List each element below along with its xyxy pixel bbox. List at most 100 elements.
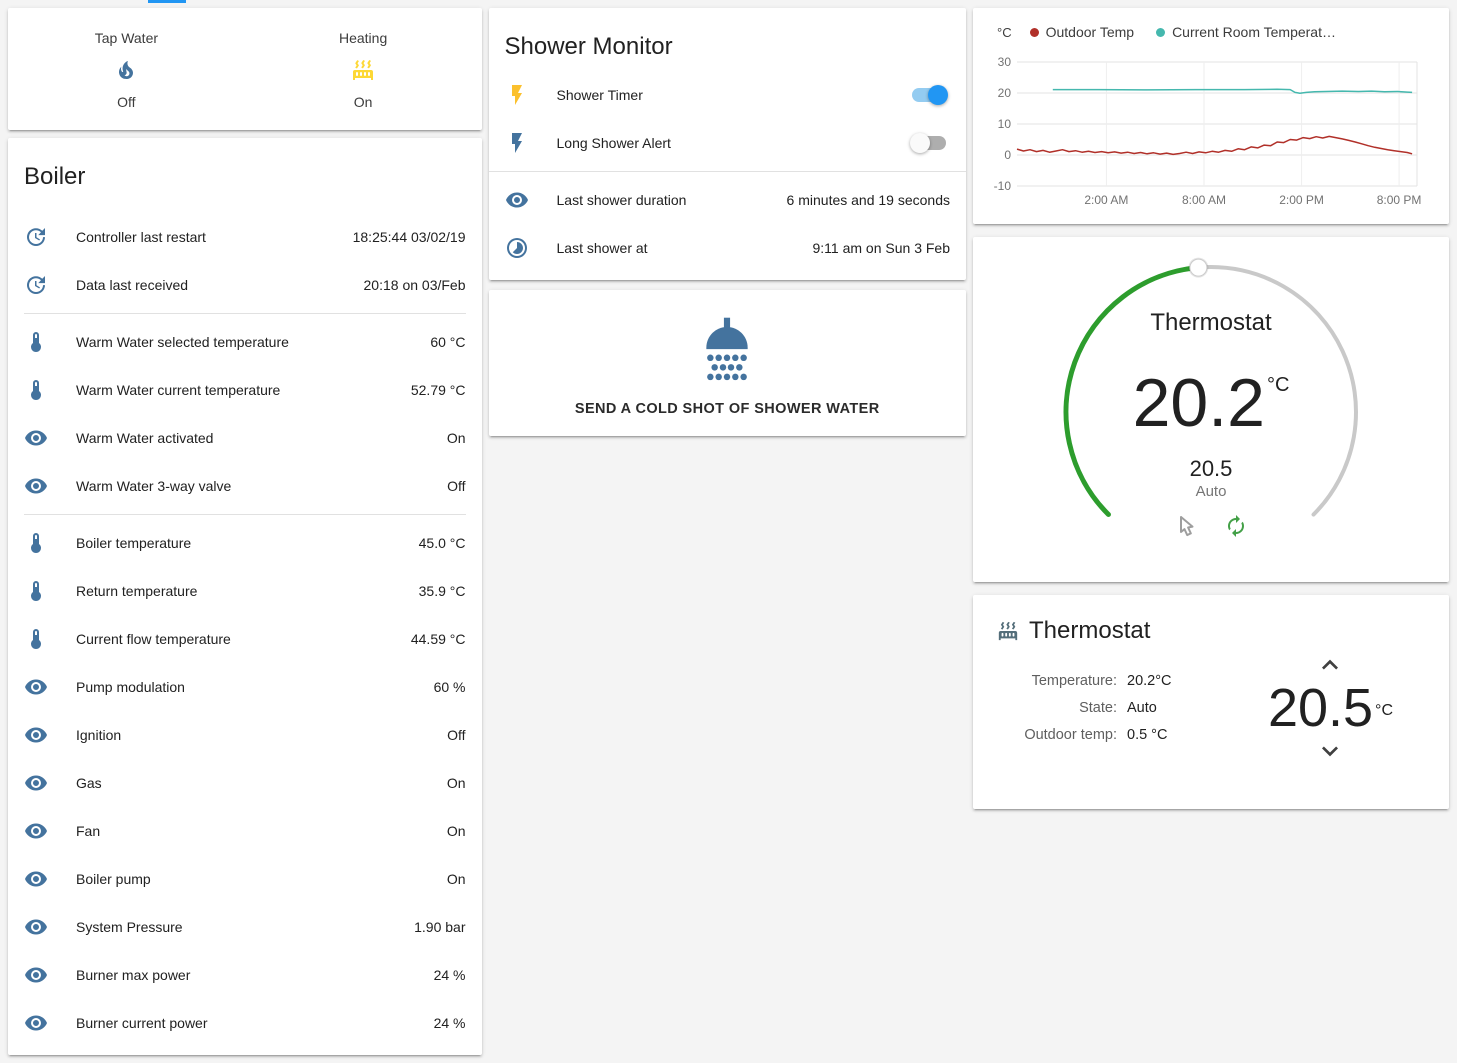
entity-row-fan[interactable]: Fan On [8, 807, 482, 855]
entity-name: Burner current power [76, 1015, 208, 1031]
entity-row-warm-water-current-temperature[interactable]: Warm Water current temperature 52.79 °C [8, 366, 482, 414]
entity-state: Off [447, 478, 466, 494]
entity-state: 6 minutes and 19 seconds [786, 192, 950, 208]
long-shower-alert-toggle[interactable] [910, 133, 946, 153]
glance-item-state: Off [117, 94, 136, 110]
attribute-value: 20.2°C [1127, 672, 1172, 689]
entity-row-burner-max-power[interactable]: Burner max power 24 % [8, 951, 482, 999]
entity-state: 45.0 °C [418, 535, 466, 551]
autorenew-button[interactable] [1224, 514, 1248, 538]
thermostat-card-title: Thermostat [1029, 617, 1151, 644]
decrease-temperature-button[interactable] [1314, 735, 1346, 767]
entity-state: 60 °C [430, 334, 466, 350]
entity-state: 35.9 °C [418, 583, 466, 599]
legend-dot [1029, 27, 1039, 37]
divider [24, 313, 466, 314]
column-left: Tap Water Off Heating On Boiler Controll… [8, 8, 482, 1055]
eye-icon [25, 775, 47, 791]
target-temperature: 20.5 [1189, 456, 1233, 481]
entity-row-controller-last-restart[interactable]: Controller last restart 18:25:44 03/02/1… [8, 213, 482, 261]
attribute-value: 0.5 °C [1127, 726, 1168, 743]
glance-item-name: Heating [338, 30, 388, 46]
radiator-icon [353, 60, 374, 80]
increase-temperature-button[interactable] [1314, 649, 1346, 681]
target-temperature-unit: °C [1375, 702, 1393, 719]
entity-name: Long Shower Alert [556, 135, 671, 151]
toggle-knob [928, 85, 948, 105]
entity-row-return-temperature[interactable]: Return temperature 35.9 °C [8, 567, 482, 615]
entity-row-warm-water-selected-temperature[interactable]: Warm Water selected temperature 60 °C [8, 318, 482, 366]
entity-row-warm-water-3-way-valve[interactable]: Warm Water 3-way valve Off [8, 462, 482, 510]
entity-row-boiler-temperature[interactable]: Boiler temperature 45.0 °C [8, 519, 482, 567]
entity-name: Gas [76, 775, 102, 791]
svg-text:30: 30 [998, 55, 1012, 69]
entity-name: Return temperature [76, 583, 198, 599]
eye-icon [25, 727, 47, 743]
legend-item-outdoor-temp: Outdoor Temp [1029, 24, 1135, 40]
thermometer-icon [31, 533, 41, 553]
entity-state: 24 % [433, 1015, 466, 1031]
entity-state: 20:18 on 03/Feb [363, 277, 466, 293]
svg-text:8:00 AM: 8:00 AM [1182, 193, 1226, 207]
shower-timer-toggle[interactable] [912, 85, 948, 105]
eye-icon [25, 871, 47, 887]
entity-row-gas[interactable]: Gas On [8, 759, 482, 807]
entity-row-warm-water-activated[interactable]: Warm Water activated On [8, 414, 482, 462]
thermostat-dial-slider[interactable] [973, 237, 1449, 582]
chevron-up-icon [1322, 659, 1339, 670]
svg-text:0: 0 [1004, 148, 1011, 162]
entity-row-long-shower-alert[interactable]: Long Shower Alert [489, 119, 967, 167]
shower-monitor-card: Shower Monitor Shower Timer Long Shower … [488, 8, 967, 280]
glance-item-tap-water[interactable]: Tap Water Off [8, 30, 245, 110]
glance-item-heating[interactable]: Heating On [245, 30, 482, 110]
current-temperature-unit: °C [1266, 374, 1290, 396]
entity-row-system-pressure[interactable]: System Pressure 1.90 bar [8, 903, 482, 951]
attribute-label: Temperature: [1031, 672, 1117, 689]
send-cold-shot-button[interactable]: SEND A COLD SHOT OF SHOWER WATER [569, 400, 886, 418]
svg-text:8:00 PM: 8:00 PM [1377, 193, 1422, 207]
shower-info-rows: Last shower duration 6 minutes and 19 se… [489, 176, 967, 280]
dial-title: Thermostat [1150, 309, 1272, 336]
boiler-card-title: Boiler [24, 163, 86, 190]
entity-name: Boiler pump [76, 871, 151, 887]
entity-name: Pump modulation [76, 679, 185, 695]
entity-state: On [446, 430, 466, 446]
entity-row-current-flow-temperature[interactable]: Current flow temperature 44.59 °C [8, 615, 482, 663]
dial-handle[interactable] [1189, 258, 1208, 277]
fire-icon [119, 61, 134, 79]
eye-icon [25, 430, 47, 446]
active-tab-indicator[interactable] [148, 0, 186, 3]
svg-text:-10: -10 [994, 179, 1012, 193]
eye-icon [25, 478, 47, 494]
entity-row-ignition[interactable]: Ignition Off [8, 711, 482, 759]
entity-row-pump-modulation[interactable]: Pump modulation 60 % [8, 663, 482, 711]
entity-state: On [446, 775, 466, 791]
legend-label: Outdoor Temp [1045, 24, 1135, 40]
column-middle: Shower Monitor Shower Timer Long Shower … [488, 8, 967, 436]
entity-row-last-shower-duration[interactable]: Last shower duration 6 minutes and 19 se… [489, 176, 967, 224]
entity-name: Warm Water current temperature [76, 382, 281, 398]
legend-label: Current Room Temperat… [1172, 24, 1336, 40]
entity-row-last-shower-at[interactable]: Last shower at 9:11 am on Sun 3 Feb [489, 224, 967, 272]
hand-pointer-button[interactable] [1174, 514, 1198, 538]
entity-state: 1.90 bar [414, 919, 466, 935]
entity-row-boiler-pump[interactable]: Boiler pump On [8, 855, 482, 903]
divider [488, 171, 966, 172]
entity-name: Warm Water selected temperature [76, 334, 289, 350]
entity-state: 9:11 am on Sun 3 Feb [812, 240, 951, 256]
entity-name: Fan [76, 823, 101, 839]
thermostat-card-body: Temperature: 20.2°C State: Auto Outdoor … [973, 649, 1449, 779]
entity-row-burner-current-power[interactable]: Burner current power 24 % [8, 999, 482, 1047]
eye-icon [25, 823, 47, 839]
svg-text:2:00 PM: 2:00 PM [1279, 193, 1324, 207]
thermometer-icon [31, 629, 41, 649]
divider [24, 514, 466, 515]
tap-water-heating-card: Tap Water Off Heating On [8, 8, 482, 130]
entity-row-shower-timer[interactable]: Shower Timer [489, 71, 967, 119]
entity-row-data-last-received[interactable]: Data last received 20:18 on 03/Feb [8, 261, 482, 309]
attribute-row: State: Auto [989, 695, 1172, 722]
attribute-row: Temperature: 20.2°C [989, 668, 1172, 695]
entity-name: Controller last restart [76, 229, 206, 245]
entity-state: 44.59 °C [410, 631, 466, 647]
